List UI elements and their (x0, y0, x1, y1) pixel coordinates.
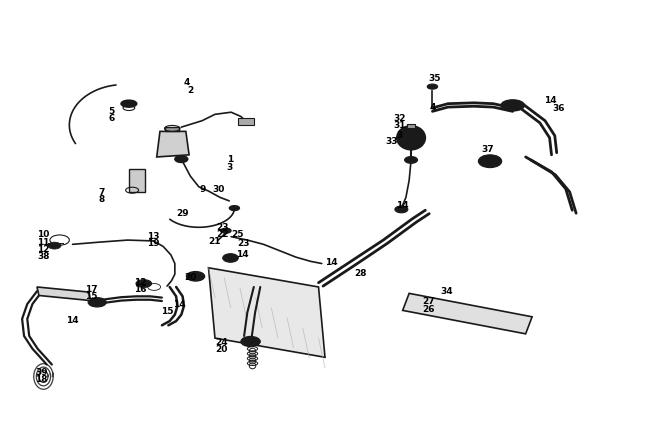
Text: 10: 10 (37, 230, 49, 239)
Text: 12: 12 (37, 245, 49, 254)
Text: 7: 7 (98, 188, 105, 197)
Text: 5: 5 (108, 107, 114, 116)
Text: 22: 22 (216, 230, 229, 239)
Ellipse shape (175, 156, 188, 163)
Text: 25: 25 (231, 230, 244, 239)
Text: 13: 13 (147, 232, 159, 241)
Text: 4: 4 (430, 103, 436, 112)
Text: 9: 9 (200, 185, 206, 194)
Ellipse shape (427, 84, 437, 89)
Text: 28: 28 (354, 269, 367, 278)
Ellipse shape (506, 102, 519, 109)
Text: 14: 14 (173, 300, 185, 309)
Text: 31: 31 (393, 121, 406, 130)
Polygon shape (157, 131, 189, 157)
Text: 38: 38 (37, 252, 49, 261)
Text: 33: 33 (385, 137, 398, 146)
Bar (165, 127, 179, 131)
Text: 20: 20 (215, 345, 227, 354)
Text: 21: 21 (209, 237, 221, 246)
Polygon shape (209, 268, 325, 357)
Text: 4: 4 (184, 78, 190, 87)
Text: 3: 3 (396, 131, 402, 140)
Text: 15: 15 (86, 292, 98, 301)
Polygon shape (402, 293, 532, 334)
Ellipse shape (121, 100, 136, 107)
Text: 12: 12 (134, 278, 146, 287)
Text: 16: 16 (134, 285, 146, 294)
Text: 11: 11 (37, 238, 49, 247)
Ellipse shape (229, 205, 240, 211)
Ellipse shape (221, 228, 231, 233)
Ellipse shape (395, 206, 408, 213)
Ellipse shape (88, 298, 106, 307)
Polygon shape (37, 287, 91, 301)
Ellipse shape (241, 336, 260, 347)
Text: 34: 34 (440, 287, 453, 296)
Text: 8: 8 (98, 195, 105, 204)
Text: 37: 37 (482, 145, 494, 154)
Text: 14: 14 (396, 201, 409, 210)
Text: 14: 14 (66, 316, 79, 325)
Ellipse shape (187, 272, 205, 281)
Text: 39: 39 (35, 368, 47, 377)
Ellipse shape (223, 254, 239, 262)
Ellipse shape (48, 242, 61, 249)
Ellipse shape (501, 100, 525, 111)
Text: 18: 18 (35, 375, 47, 384)
Text: 27: 27 (422, 297, 435, 306)
Text: 6: 6 (108, 114, 114, 123)
Ellipse shape (397, 126, 425, 150)
Text: 23: 23 (216, 223, 229, 232)
Bar (129, 169, 146, 192)
Text: 15: 15 (161, 307, 174, 316)
Text: 35: 35 (428, 75, 441, 84)
Text: 20: 20 (184, 273, 196, 282)
Text: 3: 3 (227, 163, 233, 172)
Text: 19: 19 (147, 239, 160, 248)
Bar (407, 124, 415, 128)
Ellipse shape (136, 280, 151, 287)
Bar (238, 118, 254, 125)
Text: 26: 26 (422, 305, 435, 314)
Text: 14: 14 (325, 258, 337, 267)
Ellipse shape (404, 157, 417, 163)
Text: 2: 2 (187, 85, 194, 94)
Text: 24: 24 (215, 338, 227, 347)
Ellipse shape (478, 155, 502, 168)
Text: 1: 1 (227, 155, 233, 164)
Text: 14: 14 (236, 250, 248, 259)
Text: 29: 29 (176, 209, 188, 218)
Text: 14: 14 (544, 96, 556, 105)
Text: 17: 17 (86, 285, 98, 294)
Text: 32: 32 (393, 114, 406, 123)
Text: 30: 30 (213, 185, 225, 194)
Text: 23: 23 (238, 239, 250, 248)
Text: 36: 36 (552, 104, 566, 113)
